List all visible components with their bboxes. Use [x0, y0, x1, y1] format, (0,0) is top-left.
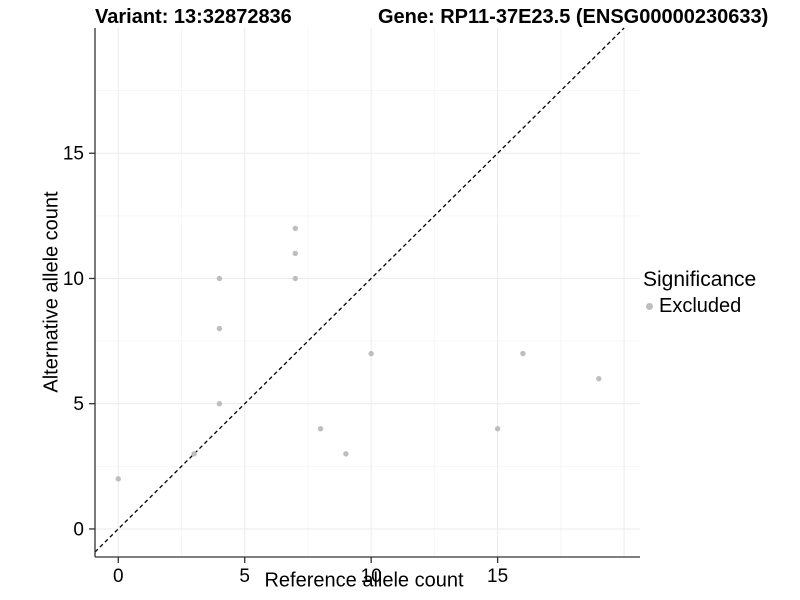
data-point	[596, 375, 602, 382]
legend: Significance Excluded	[643, 268, 756, 317]
legend-title: Significance	[643, 268, 757, 291]
x-tick-label: 5	[239, 566, 250, 587]
data-point	[216, 401, 223, 407]
identity-line	[94, 27, 625, 553]
variant-title: Variant: 13:32872836	[95, 6, 292, 28]
data-point	[494, 426, 501, 432]
data-point	[216, 275, 223, 282]
y-tick-label: 0	[73, 519, 84, 540]
y-axis-label: Alternative allele count	[40, 191, 63, 393]
data-point	[292, 275, 298, 282]
data-point	[216, 325, 223, 332]
gene-title: Gene: RP11-37E23.5 (ENSG00000230633)	[378, 6, 769, 28]
data-point	[317, 426, 324, 432]
y-tick-label: 15	[63, 144, 84, 165]
data-point	[292, 225, 298, 232]
data-point	[520, 350, 526, 357]
y-tick-label: 10	[63, 269, 84, 290]
data-point	[115, 476, 121, 482]
data-point	[343, 451, 349, 457]
legend-item-excluded: Excluded	[643, 295, 756, 317]
legend-point-icon	[646, 302, 653, 310]
data-point	[292, 250, 298, 257]
y-tick-label: 5	[73, 394, 84, 415]
x-axis-label: Reference allele count	[264, 569, 464, 592]
x-tick-label: 10	[361, 566, 382, 587]
x-tick-label: 0	[113, 566, 124, 587]
x-tick-label: 15	[487, 566, 508, 587]
data-point	[191, 451, 197, 457]
data-point	[368, 350, 374, 357]
legend-item-label: Excluded	[659, 295, 742, 317]
